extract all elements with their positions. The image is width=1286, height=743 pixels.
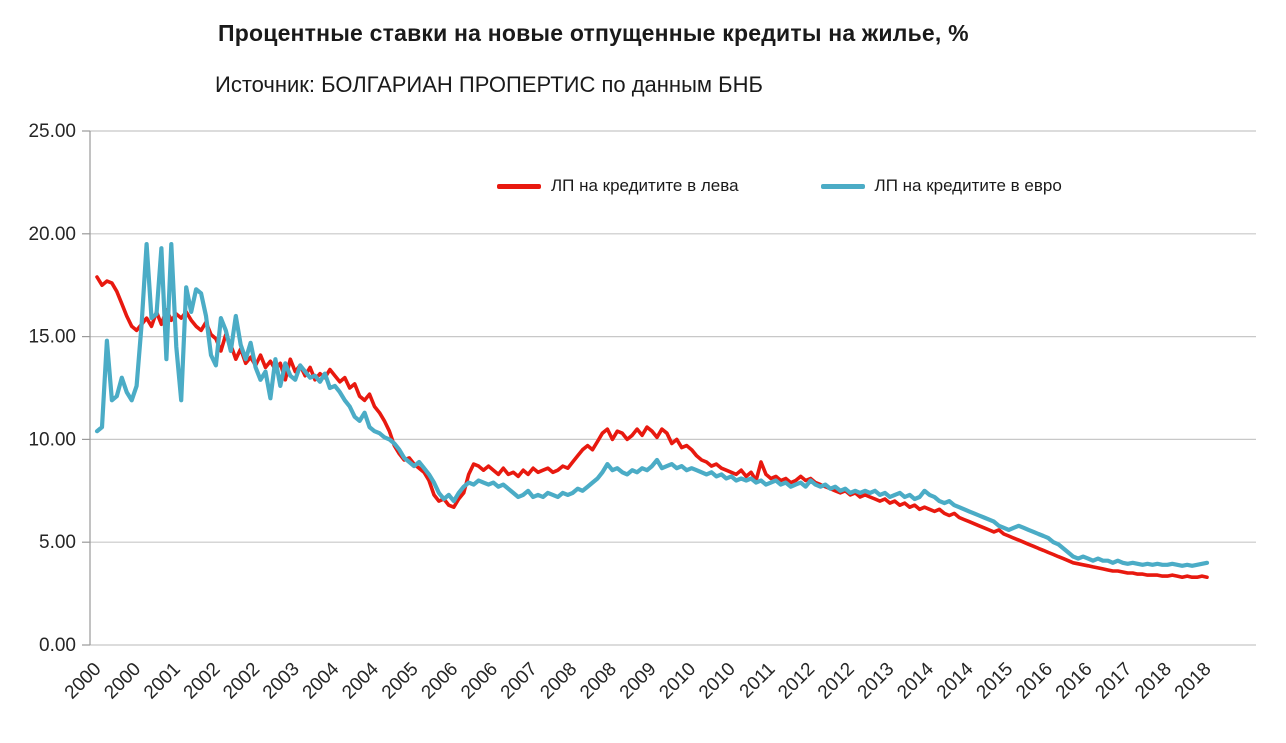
svg-text:5.00: 5.00 (39, 532, 76, 553)
svg-text:10.00: 10.00 (28, 429, 76, 450)
svg-text:25.00: 25.00 (28, 121, 76, 142)
svg-text:2014: 2014 (933, 658, 978, 703)
svg-text:2002: 2002 (180, 659, 225, 704)
chart-subtitle: Источник: БОЛГАРИАН ПРОПЕРТИС по данным … (215, 72, 763, 97)
svg-text:2001: 2001 (140, 659, 185, 704)
svg-text:2002: 2002 (219, 659, 264, 704)
svg-text:2016: 2016 (1052, 659, 1097, 704)
svg-text:2012: 2012 (814, 659, 859, 704)
svg-text:2010: 2010 (655, 659, 700, 704)
legend-item-leva: ЛП на кредитите в лева (497, 176, 739, 196)
svg-text:2017: 2017 (1092, 659, 1137, 704)
svg-text:15.00: 15.00 (28, 327, 76, 348)
svg-text:2000: 2000 (61, 659, 106, 704)
legend-label-evro: ЛП на кредитите в евро (874, 176, 1062, 195)
legend-label-leva: ЛП на кредитите в лева (551, 176, 739, 195)
svg-text:2015: 2015 (973, 659, 1018, 704)
svg-text:2004: 2004 (338, 658, 383, 703)
svg-text:20.00: 20.00 (28, 224, 76, 245)
svg-text:2000: 2000 (100, 659, 145, 704)
evro-line-swatch-icon (820, 183, 865, 189)
svg-text:2005: 2005 (378, 659, 423, 704)
svg-text:0.00: 0.00 (39, 635, 76, 656)
svg-text:2010: 2010 (695, 659, 740, 704)
legend: ЛП на кредитите в лева ЛП на кредитите в… (497, 176, 1062, 196)
svg-text:2003: 2003 (259, 659, 304, 704)
svg-text:2011: 2011 (736, 659, 780, 703)
svg-text:2009: 2009 (616, 659, 661, 704)
svg-text:2004: 2004 (299, 658, 344, 703)
svg-text:2014: 2014 (893, 658, 938, 703)
svg-text:2007: 2007 (497, 659, 542, 704)
svg-text:2018: 2018 (1131, 659, 1176, 704)
chart-title: Процентные ставки на новые отпущенные кр… (218, 20, 969, 46)
svg-text:2016: 2016 (1012, 659, 1057, 704)
leva-line-swatch-icon (497, 183, 541, 189)
svg-text:2013: 2013 (854, 659, 899, 704)
svg-text:2006: 2006 (457, 659, 502, 704)
svg-text:2006: 2006 (418, 659, 463, 704)
svg-text:2008: 2008 (537, 659, 582, 704)
svg-text:2008: 2008 (576, 659, 621, 704)
svg-text:2018: 2018 (1171, 659, 1216, 704)
svg-text:2012: 2012 (774, 659, 819, 704)
legend-item-evro: ЛП на кредитите в евро (820, 176, 1062, 196)
